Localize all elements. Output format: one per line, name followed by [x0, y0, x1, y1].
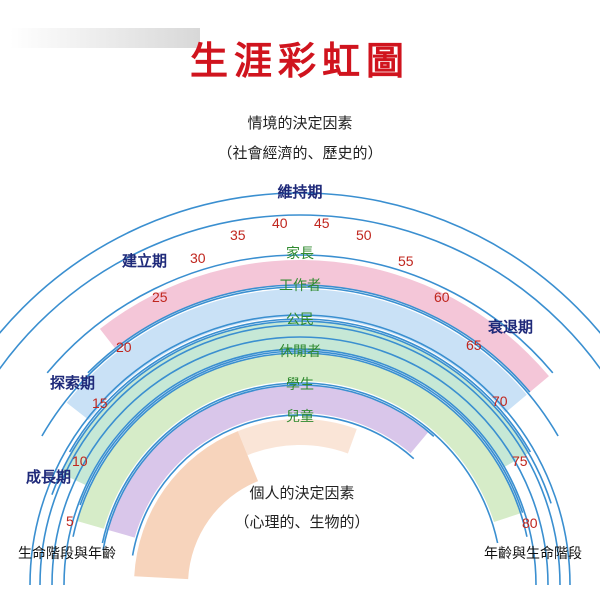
outline-arc-2 [46, 254, 554, 374]
page-title: 生涯彩虹圖 [190, 39, 410, 83]
age-70: 70 [492, 393, 508, 409]
role-label-student: 學生 [286, 377, 314, 393]
age-40: 40 [272, 215, 288, 231]
bottom-factor-line2: （心理的、生物的） [234, 513, 369, 531]
age-labels: 5 10 15 20 25 30 35 40 45 50 55 60 65 70… [66, 215, 538, 531]
stage-decline: 衰退期 [487, 318, 533, 336]
role-label-worker: 工作者 [279, 278, 321, 294]
age-55: 55 [398, 253, 414, 269]
age-50: 50 [356, 227, 372, 243]
age-45: 45 [314, 215, 330, 231]
age-10: 10 [72, 453, 88, 469]
outline-arc-5 [68, 318, 532, 453]
band-worker [66, 289, 527, 421]
outline-arc-8 [72, 352, 528, 537]
stage-exploration: 探索期 [50, 374, 95, 392]
outline-arc-10 [102, 384, 435, 551]
role-bands [60, 260, 549, 580]
outline-arc-0 [29, 314, 571, 586]
age-5: 5 [66, 513, 74, 529]
age-80: 80 [522, 515, 538, 531]
life-stage-labels: 成長期 探索期 建立期 維持期 衰退期 [26, 183, 533, 486]
outline-arc-9 [101, 382, 499, 544]
age-60: 60 [434, 289, 450, 305]
bottom-factor-line1: 個人的決定因素 [249, 484, 354, 502]
age-75: 75 [512, 453, 528, 469]
role-labels: 家長 工作者 公民 休閒者 學生 兒童 [279, 245, 321, 425]
age-65: 65 [466, 337, 482, 353]
frame-arc-0 [39, 324, 561, 586]
age-25: 25 [152, 289, 168, 305]
frame-arc-1 [63, 348, 537, 586]
age-15: 15 [92, 395, 108, 411]
role-label-citizen: 公民 [286, 312, 314, 328]
outline-arc-7 [79, 350, 524, 513]
title-bar [10, 28, 200, 48]
stage-maintenance: 維持期 [277, 183, 322, 201]
frame-arc-3 [0, 214, 600, 370]
band-child-extension [237, 419, 357, 456]
axis-label-right: 年齡與生命階段 [484, 545, 582, 562]
age-20: 20 [116, 339, 132, 355]
band-student [107, 384, 429, 538]
band-citizen [60, 321, 529, 486]
band-parent [99, 260, 549, 393]
stage-growth: 成長期 [26, 468, 71, 486]
outline-arc-4 [41, 286, 559, 437]
role-label-child: 兒童 [286, 408, 314, 425]
axis-label-left: 生命階段與年齡 [18, 545, 116, 562]
outline-arc-3 [87, 284, 531, 393]
role-label-parent: 家長 [286, 245, 314, 262]
age-30: 30 [190, 250, 206, 266]
age-35: 35 [230, 227, 246, 243]
top-factor-line1: 情境的決定因素 [247, 114, 352, 132]
band-child [134, 431, 259, 580]
top-factor-line2: （社會經濟的、歷史的） [217, 144, 382, 162]
outline-arc-6 [51, 320, 552, 504]
stage-establishment: 建立期 [122, 252, 167, 270]
band-leisurite [76, 352, 521, 529]
outline-arc-1 [51, 336, 549, 586]
arc-outlines [0, 192, 600, 586]
outline-arc-11 [131, 414, 415, 556]
role-label-leisurite: 休閒者 [279, 344, 321, 360]
frame-arc-2 [0, 192, 600, 335]
